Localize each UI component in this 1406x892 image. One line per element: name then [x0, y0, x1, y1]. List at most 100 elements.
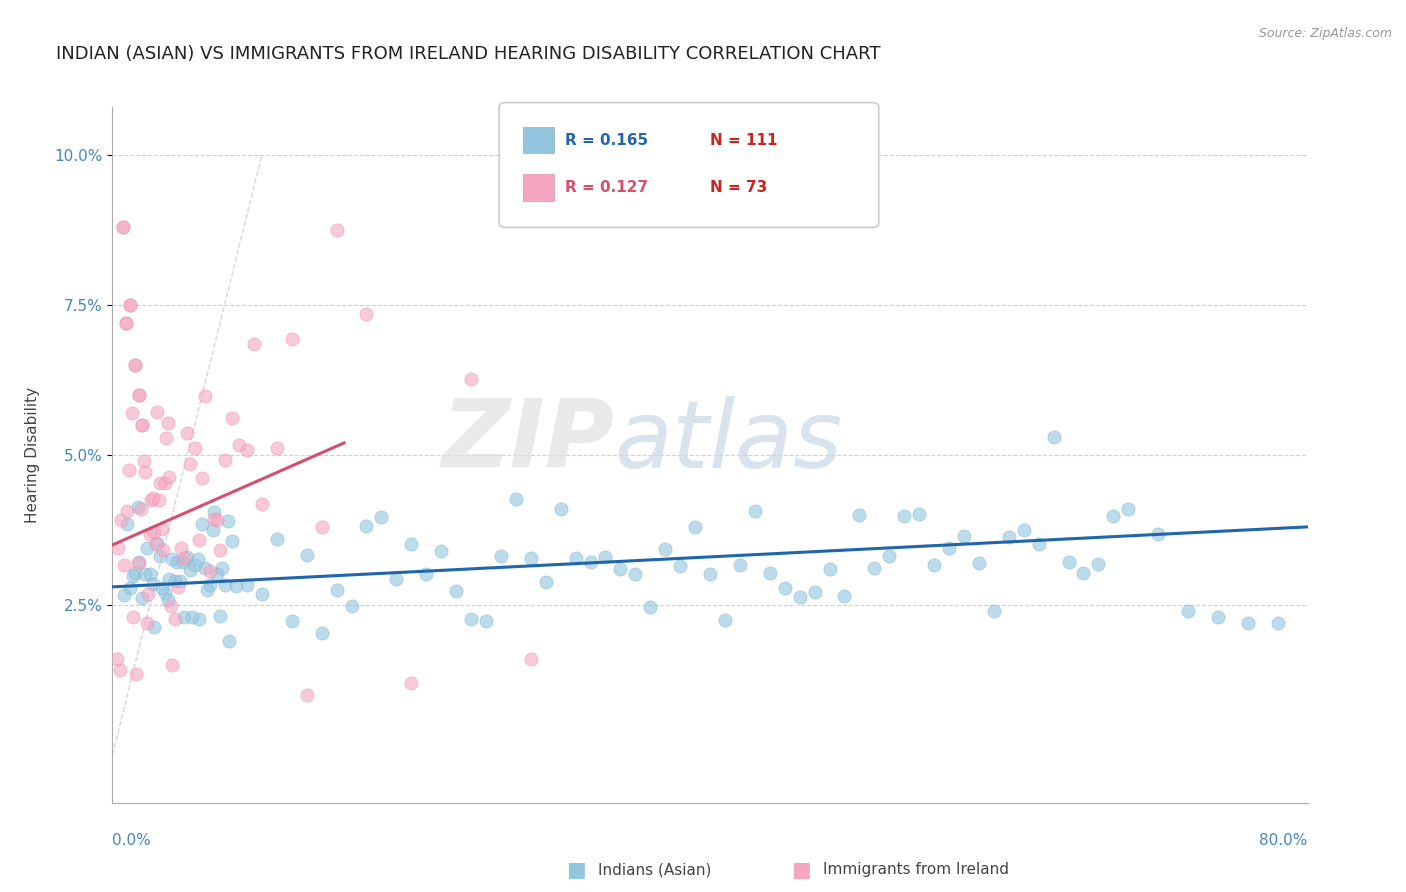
Point: [149, 549, 172, 563]
Point: [156, 592, 179, 607]
Text: Indians (Asian): Indians (Asian): [598, 863, 711, 877]
Point: [191, 471, 214, 485]
Point: [217, 514, 239, 528]
Point: [1267, 615, 1289, 630]
Point: [135, 615, 157, 630]
Point: [118, 463, 141, 477]
Point: [818, 562, 841, 576]
Point: [714, 613, 737, 627]
Point: [311, 520, 333, 534]
Point: [744, 504, 766, 518]
Point: [179, 457, 201, 471]
Point: [848, 508, 870, 522]
Point: [789, 590, 811, 604]
Point: [654, 541, 676, 556]
Text: R = 0.127: R = 0.127: [565, 180, 648, 194]
Point: [124, 358, 146, 372]
Point: [156, 416, 179, 430]
Point: [340, 599, 363, 614]
Point: [162, 551, 183, 566]
Point: [218, 634, 240, 648]
Point: [225, 579, 247, 593]
Point: [105, 652, 128, 666]
Point: [153, 476, 176, 491]
Point: [1087, 557, 1109, 571]
Point: [128, 388, 150, 402]
Point: [198, 565, 221, 579]
Point: [139, 567, 162, 582]
Point: [188, 612, 211, 626]
Point: [122, 610, 145, 624]
Point: [236, 577, 259, 591]
Point: [149, 475, 172, 490]
Point: [176, 426, 198, 441]
Text: atlas: atlas: [614, 395, 842, 486]
Point: [534, 574, 557, 589]
Point: [221, 534, 243, 549]
Point: [228, 438, 250, 452]
Point: [460, 372, 482, 386]
Point: [141, 492, 163, 507]
Point: [938, 541, 960, 555]
Point: [152, 542, 174, 557]
Point: [107, 541, 129, 556]
Point: [236, 443, 259, 458]
Point: [135, 541, 157, 555]
Point: [370, 509, 392, 524]
Point: [266, 533, 288, 547]
Point: [295, 688, 318, 702]
Point: [165, 612, 187, 626]
Text: Immigrants from Ireland: Immigrants from Ireland: [823, 863, 1008, 877]
Point: [520, 652, 543, 666]
Point: [180, 609, 202, 624]
Text: R = 0.165: R = 0.165: [565, 133, 648, 147]
Point: [922, 558, 945, 572]
Point: [595, 550, 617, 565]
Point: [609, 562, 631, 576]
Point: [1028, 537, 1050, 551]
Text: 0.0%: 0.0%: [112, 833, 152, 847]
Point: [120, 298, 142, 312]
Point: [1147, 526, 1170, 541]
Point: [115, 316, 138, 330]
Point: [132, 454, 155, 468]
Point: [131, 417, 153, 432]
Point: [150, 522, 173, 536]
Point: [893, 508, 915, 523]
Point: [187, 551, 209, 566]
Point: [325, 222, 347, 236]
Point: [194, 561, 217, 575]
Point: [505, 492, 527, 507]
Point: [356, 519, 378, 533]
Point: [209, 542, 232, 557]
Point: [669, 559, 692, 574]
Point: [108, 664, 131, 678]
Point: [111, 219, 134, 234]
Point: [170, 541, 193, 555]
Point: [214, 578, 236, 592]
Point: [110, 513, 132, 527]
Point: [295, 548, 318, 562]
Point: [550, 501, 572, 516]
Point: [121, 407, 143, 421]
Point: [165, 574, 187, 589]
Point: [117, 504, 139, 518]
Point: [194, 389, 217, 403]
Point: [124, 566, 146, 581]
Point: [143, 525, 166, 540]
Text: Source: ZipAtlas.com: Source: ZipAtlas.com: [1258, 27, 1392, 40]
Point: [127, 557, 149, 571]
Point: [385, 572, 408, 586]
Point: [1073, 566, 1095, 580]
Point: [415, 566, 437, 581]
Point: [179, 563, 201, 577]
Point: [120, 298, 142, 312]
Point: [157, 572, 180, 586]
Point: [205, 513, 228, 527]
Point: [201, 523, 224, 537]
Point: [967, 556, 990, 570]
Point: [202, 512, 225, 526]
Point: [128, 555, 150, 569]
Point: [188, 533, 211, 548]
Point: [211, 561, 233, 575]
